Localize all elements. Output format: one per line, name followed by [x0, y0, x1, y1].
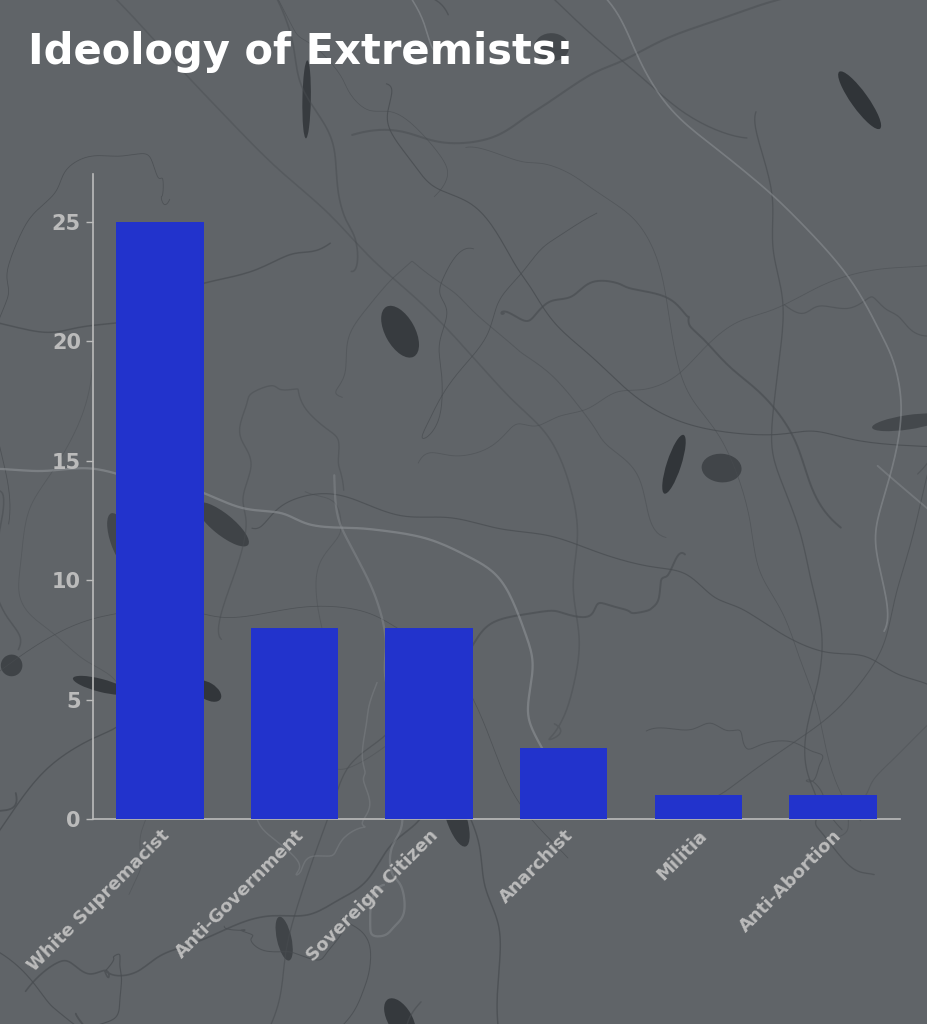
- Bar: [654, 796, 742, 819]
- Ellipse shape: [107, 513, 135, 570]
- Bar: [519, 748, 607, 819]
- Ellipse shape: [194, 680, 221, 701]
- Ellipse shape: [662, 435, 685, 494]
- Ellipse shape: [275, 916, 292, 961]
- Text: Ideology of Extremists:: Ideology of Extremists:: [28, 31, 573, 73]
- Ellipse shape: [701, 454, 741, 482]
- Ellipse shape: [384, 998, 415, 1024]
- Ellipse shape: [1, 654, 22, 676]
- Ellipse shape: [381, 306, 419, 357]
- Ellipse shape: [302, 60, 311, 138]
- Ellipse shape: [197, 502, 248, 547]
- Bar: [250, 628, 338, 819]
- Bar: [788, 796, 876, 819]
- Bar: [116, 222, 204, 819]
- Ellipse shape: [871, 414, 927, 431]
- Ellipse shape: [837, 72, 880, 129]
- Ellipse shape: [73, 676, 128, 695]
- Ellipse shape: [534, 33, 568, 61]
- Ellipse shape: [442, 786, 469, 847]
- Bar: [385, 628, 473, 819]
